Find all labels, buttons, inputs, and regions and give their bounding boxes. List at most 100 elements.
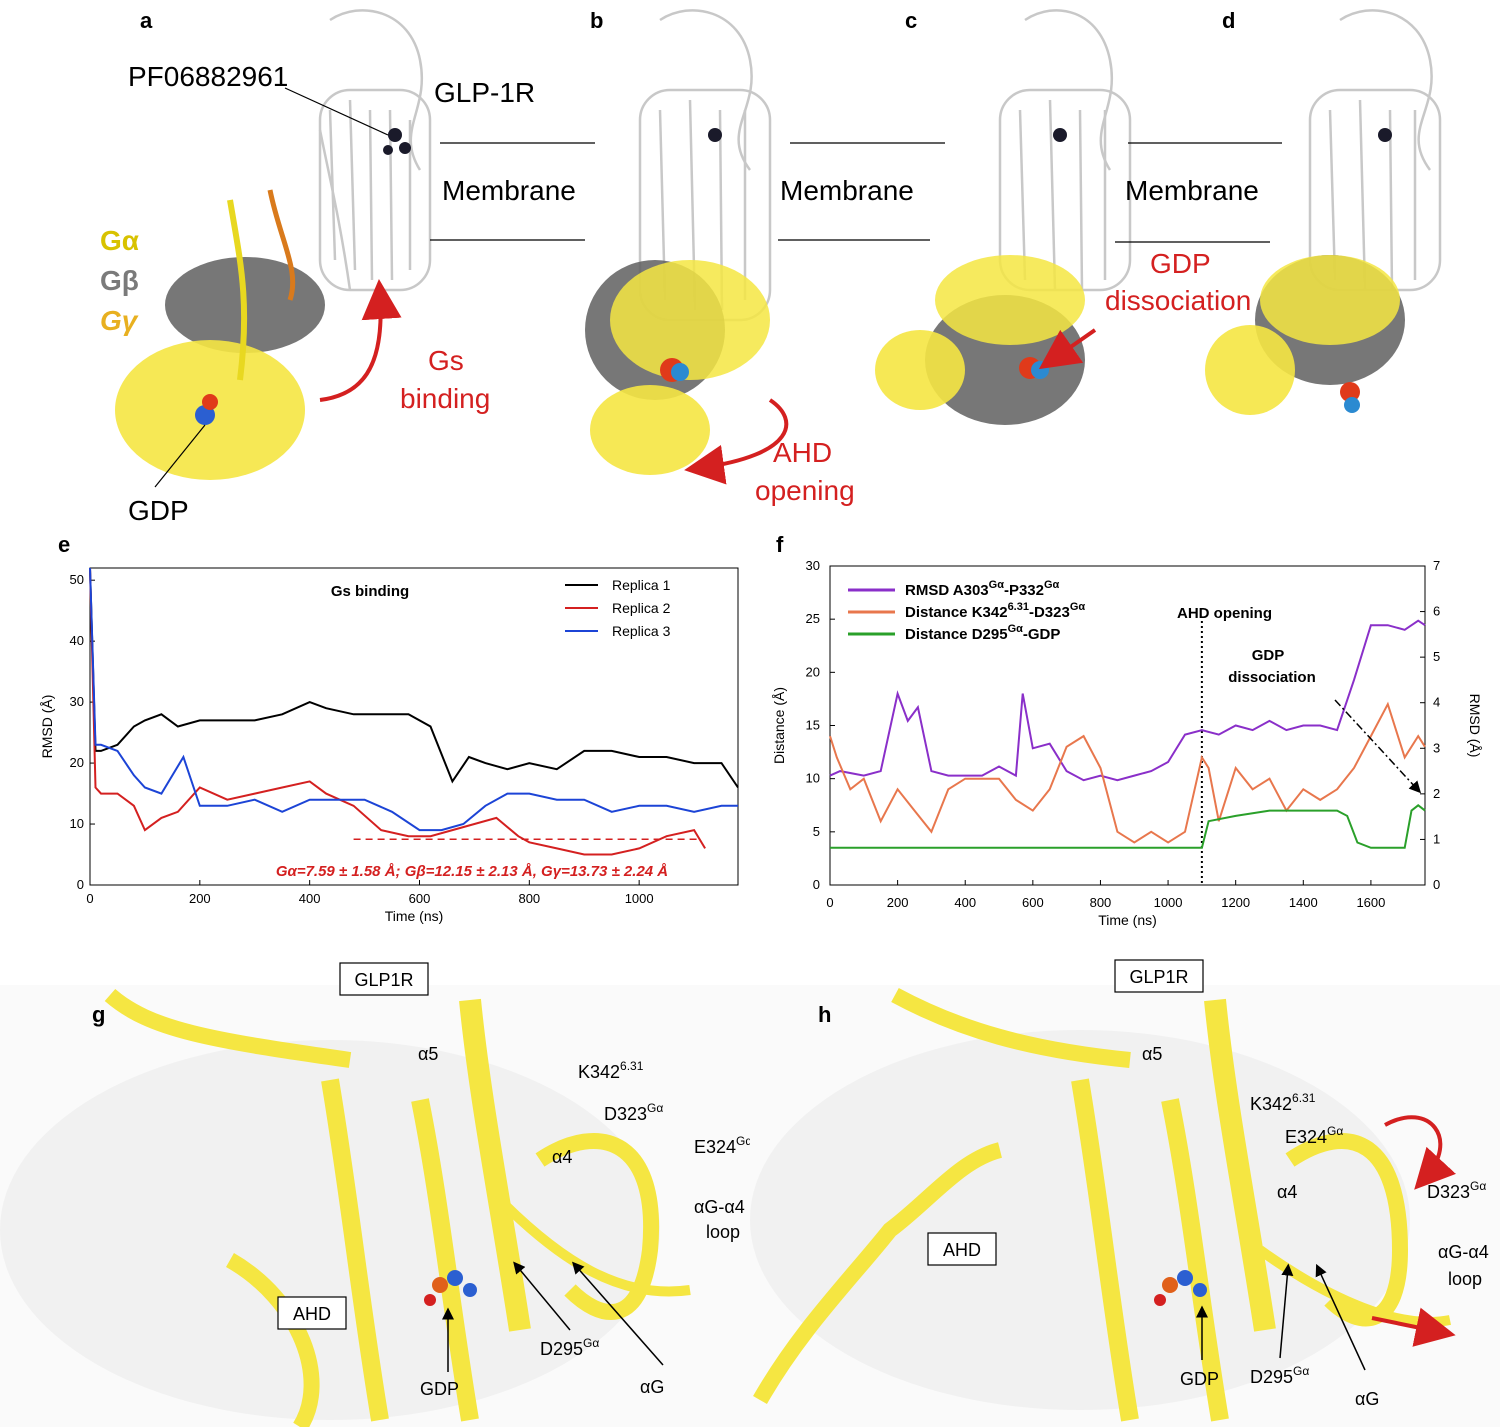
- loop-move-arrow: [1371, 1307, 1456, 1347]
- ag-arrow-g: [572, 1261, 664, 1366]
- gdp-label-a: GDP: [128, 495, 189, 526]
- d295-label-g: D295Gα: [540, 1336, 599, 1359]
- ligand-b: [708, 128, 722, 142]
- k342-label-h: K3426.31: [1250, 1091, 1316, 1114]
- legend-label-f-3: Distance D295Gα-GDP: [905, 623, 1060, 643]
- ligand-a: [383, 128, 411, 155]
- x-tick-label-f: 600: [1022, 895, 1044, 910]
- ag-label-h: αG: [1355, 1389, 1379, 1409]
- legend-part-f: Gα: [1044, 579, 1060, 591]
- panel-label-d: d: [1222, 8, 1235, 33]
- y-tick-label-e: 20: [70, 755, 84, 770]
- membrane-label-a: Membrane: [442, 175, 576, 206]
- glp1r-box-h: [1114, 959, 1204, 993]
- d295-arrow-g: [513, 1261, 571, 1331]
- legend-part-f: Distance K342: [905, 604, 1008, 621]
- legend-part-f: Gα: [1008, 623, 1024, 635]
- gdp-dissociation-arrow: [1038, 328, 1097, 370]
- panel-label-g: g: [92, 1002, 105, 1027]
- x-tick-label-e: 600: [409, 891, 431, 906]
- legend-part-f: -GDP: [1023, 626, 1061, 643]
- glp1r-label-h: GLP1R: [1129, 967, 1188, 987]
- panel-b: b Membrane AHD opening: [585, 8, 945, 506]
- g-protein-c: [875, 255, 1085, 425]
- x-tick-label-e: 400: [299, 891, 321, 906]
- d295-arrow-h: [1279, 1263, 1294, 1359]
- legend-label-f-2: Distance K3426.31-D323Gα: [905, 601, 1085, 621]
- legend-label-e-2: Replica 2: [612, 600, 671, 616]
- loop-label-h-1: αG-α4: [1438, 1242, 1489, 1262]
- legend-part-f: RMSD A303: [905, 582, 989, 599]
- gdp-diss-label-2: dissociation: [1105, 285, 1251, 316]
- x-tick-label-f: 1000: [1154, 895, 1183, 910]
- y2-tick-label-f: 4: [1433, 695, 1440, 710]
- membrane-label-c: Membrane: [1125, 175, 1259, 206]
- annotation-arrow-f: [1334, 699, 1422, 794]
- annotation-ahd-f: AHD opening: [1177, 605, 1272, 622]
- series-line-e-1: [89, 567, 739, 789]
- gdp-label-h: GDP: [1180, 1369, 1219, 1389]
- panel-label-e: e: [58, 532, 70, 557]
- gdp-label-g: GDP: [420, 1379, 459, 1399]
- glp1r-label-g: GLP1R: [354, 970, 413, 990]
- panel-a: a PF06882961 GLP-1R Membrane Gα Gβ: [100, 8, 595, 526]
- y2-axis-label-f: RMSD (Å): [1467, 694, 1483, 758]
- a5-label-h: α5: [1142, 1044, 1162, 1064]
- receptor-structure-c: [998, 9, 1132, 292]
- ag-label-g: αG: [640, 1377, 664, 1397]
- gs-binding-label-1: Gs: [428, 345, 464, 376]
- y-tick-label-e: 30: [70, 694, 84, 709]
- y-tick-label-f: 30: [806, 558, 820, 573]
- y2-tick-label-f: 3: [1433, 740, 1440, 755]
- d323-label-g: D323Gα: [604, 1101, 663, 1124]
- d323-label-h: D323Gα: [1427, 1179, 1486, 1202]
- x-tick-label-f: 1200: [1221, 895, 1250, 910]
- x-tick-label-f: 1600: [1356, 895, 1385, 910]
- structure-h: [750, 985, 1500, 1427]
- d295-label-h: D295Gα: [1250, 1364, 1309, 1387]
- panel-label-a: a: [140, 8, 153, 33]
- y-tick-label-f: 25: [806, 611, 820, 626]
- ahd-label-h: AHD: [943, 1240, 981, 1260]
- glp1r-box-g: [339, 962, 429, 996]
- gbeta-legend: Gβ: [100, 265, 139, 296]
- legend-label-f-1: RMSD A303Gα-P332Gα: [905, 579, 1060, 599]
- g-protein-b: [585, 260, 770, 475]
- y-tick-label-f: 0: [813, 877, 820, 892]
- membrane-label-b: Membrane: [780, 175, 914, 206]
- y-axis-label-e: RMSD (Å): [39, 695, 55, 759]
- x-tick-label-e: 1000: [625, 891, 654, 906]
- panel-d: d: [1205, 8, 1442, 415]
- panel-label-c: c: [905, 8, 917, 33]
- panel-f: f 0 200 400 600 800 1000 1200 1400 1600051015202…: [771, 532, 1483, 928]
- legend-label-e-3: Replica 3: [612, 623, 671, 639]
- gs-binding-label-2: binding: [400, 383, 490, 414]
- annotation-gdp-f: GDP: [1252, 647, 1285, 664]
- structure-g: [0, 985, 750, 1427]
- y-tick-label-f: 15: [806, 718, 820, 733]
- x-tick-label-f: 0: [826, 895, 833, 910]
- e324-label-g: E324Gα: [694, 1134, 752, 1157]
- chart-e: 0 200 400 600 800 1000 0 10 20 30 40 50 Time (ns) RMS…: [39, 567, 739, 924]
- x-axis-label-f: Time (ns): [1098, 912, 1157, 928]
- legend-part-f: Gα: [1070, 601, 1086, 613]
- e324-label-h: E324Gα: [1285, 1124, 1343, 1147]
- x-tick-label-f: 1400: [1289, 895, 1318, 910]
- galpha-legend: Gα: [100, 225, 139, 256]
- annotation-e: Gα=7.59 ± 1.58 Å; Gβ=12.15 ± 2.13 Å, Gγ=…: [276, 863, 668, 880]
- panel-label-f: f: [776, 532, 784, 557]
- y-tick-label-e: 0: [77, 877, 84, 892]
- ahd-opening-arrow: [684, 398, 789, 485]
- y2-tick-label-f: 5: [1433, 649, 1440, 664]
- ligand-leader-a: [284, 87, 389, 136]
- y-tick-label-f: 20: [806, 664, 820, 679]
- g-protein-a: [115, 189, 325, 480]
- ahd-box-h: [927, 1232, 997, 1266]
- ggamma-legend: Gγ: [100, 305, 139, 336]
- ahd-box-g: [277, 1296, 347, 1330]
- x-tick-label-e: 200: [189, 891, 211, 906]
- y2-tick-label-f: 1: [1433, 831, 1440, 846]
- a4-label-h: α4: [1277, 1182, 1297, 1202]
- y-tick-label-e: 50: [70, 572, 84, 587]
- legend-part-f: -P332: [1004, 582, 1044, 599]
